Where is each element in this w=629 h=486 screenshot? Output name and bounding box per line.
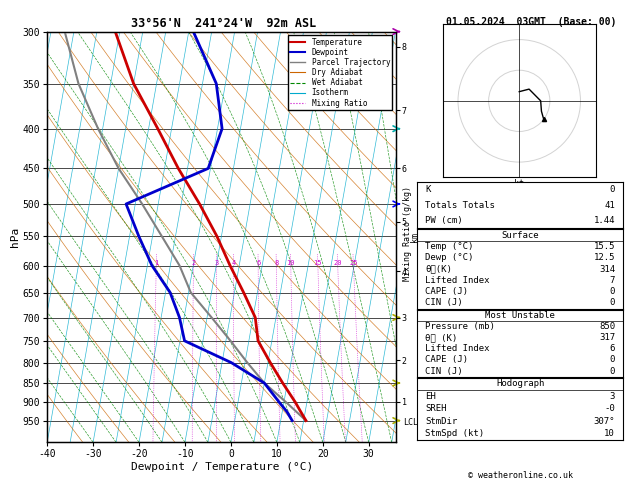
Text: 15: 15 [314,260,322,265]
Text: 8: 8 [274,260,279,265]
Text: SREH: SREH [425,404,447,413]
Text: 1.44: 1.44 [594,216,615,225]
Text: CIN (J): CIN (J) [425,298,463,308]
Text: 0: 0 [610,366,615,376]
Text: Temp (°C): Temp (°C) [425,242,474,251]
Text: 1: 1 [154,260,159,265]
Text: Lifted Index: Lifted Index [425,344,490,353]
Text: 0: 0 [610,298,615,308]
Text: Lifted Index: Lifted Index [425,276,490,285]
Text: Dewp (°C): Dewp (°C) [425,253,474,262]
Text: 0: 0 [610,355,615,364]
Text: 307°: 307° [594,417,615,426]
Text: CAPE (J): CAPE (J) [425,287,468,296]
Text: 317: 317 [599,333,615,342]
Text: θᴇ (K): θᴇ (K) [425,333,457,342]
Text: 850: 850 [599,322,615,331]
Text: 12.5: 12.5 [594,253,615,262]
Text: 2: 2 [191,260,196,265]
Text: 0: 0 [610,186,615,194]
Text: 10: 10 [287,260,295,265]
Text: Surface: Surface [501,230,539,240]
Text: EH: EH [425,392,436,401]
Text: StmSpd (kt): StmSpd (kt) [425,429,484,438]
Text: 41: 41 [604,201,615,210]
Text: CAPE (J): CAPE (J) [425,355,468,364]
X-axis label: Dewpoint / Temperature (°C): Dewpoint / Temperature (°C) [131,462,313,472]
Text: 0: 0 [610,287,615,296]
Text: 314: 314 [599,264,615,274]
Legend: Temperature, Dewpoint, Parcel Trajectory, Dry Adiabat, Wet Adiabat, Isotherm, Mi: Temperature, Dewpoint, Parcel Trajectory… [288,35,392,110]
Text: StmDir: StmDir [425,417,457,426]
Text: 33°56'N  241°24'W  92m ASL: 33°56'N 241°24'W 92m ASL [131,17,316,30]
Text: CIN (J): CIN (J) [425,366,463,376]
Text: θᴇ(K): θᴇ(K) [425,264,452,274]
Text: 15.5: 15.5 [594,242,615,251]
Text: 10: 10 [604,429,615,438]
Text: Most Unstable: Most Unstable [485,311,555,320]
Text: 3: 3 [610,392,615,401]
Text: 3: 3 [214,260,219,265]
Text: 4: 4 [231,260,235,265]
Text: Totals Totals: Totals Totals [425,201,495,210]
Text: 6: 6 [610,344,615,353]
Text: 6: 6 [256,260,260,265]
Text: K: K [425,186,431,194]
Text: LCL: LCL [403,418,418,427]
Text: © weatheronline.co.uk: © weatheronline.co.uk [468,471,572,480]
X-axis label: kt: kt [515,179,524,188]
Text: PW (cm): PW (cm) [425,216,463,225]
Text: -0: -0 [604,404,615,413]
Text: Pressure (mb): Pressure (mb) [425,322,495,331]
Text: 20: 20 [333,260,342,265]
Text: 25: 25 [349,260,358,265]
Y-axis label: km
ASL: km ASL [409,229,429,244]
Text: Hodograph: Hodograph [496,380,544,388]
Y-axis label: hPa: hPa [10,227,20,247]
Text: 7: 7 [610,276,615,285]
Text: Mixing Ratio (g/kg): Mixing Ratio (g/kg) [403,186,412,281]
Text: 01.05.2024  03GMT  (Base: 00): 01.05.2024 03GMT (Base: 00) [447,17,616,27]
